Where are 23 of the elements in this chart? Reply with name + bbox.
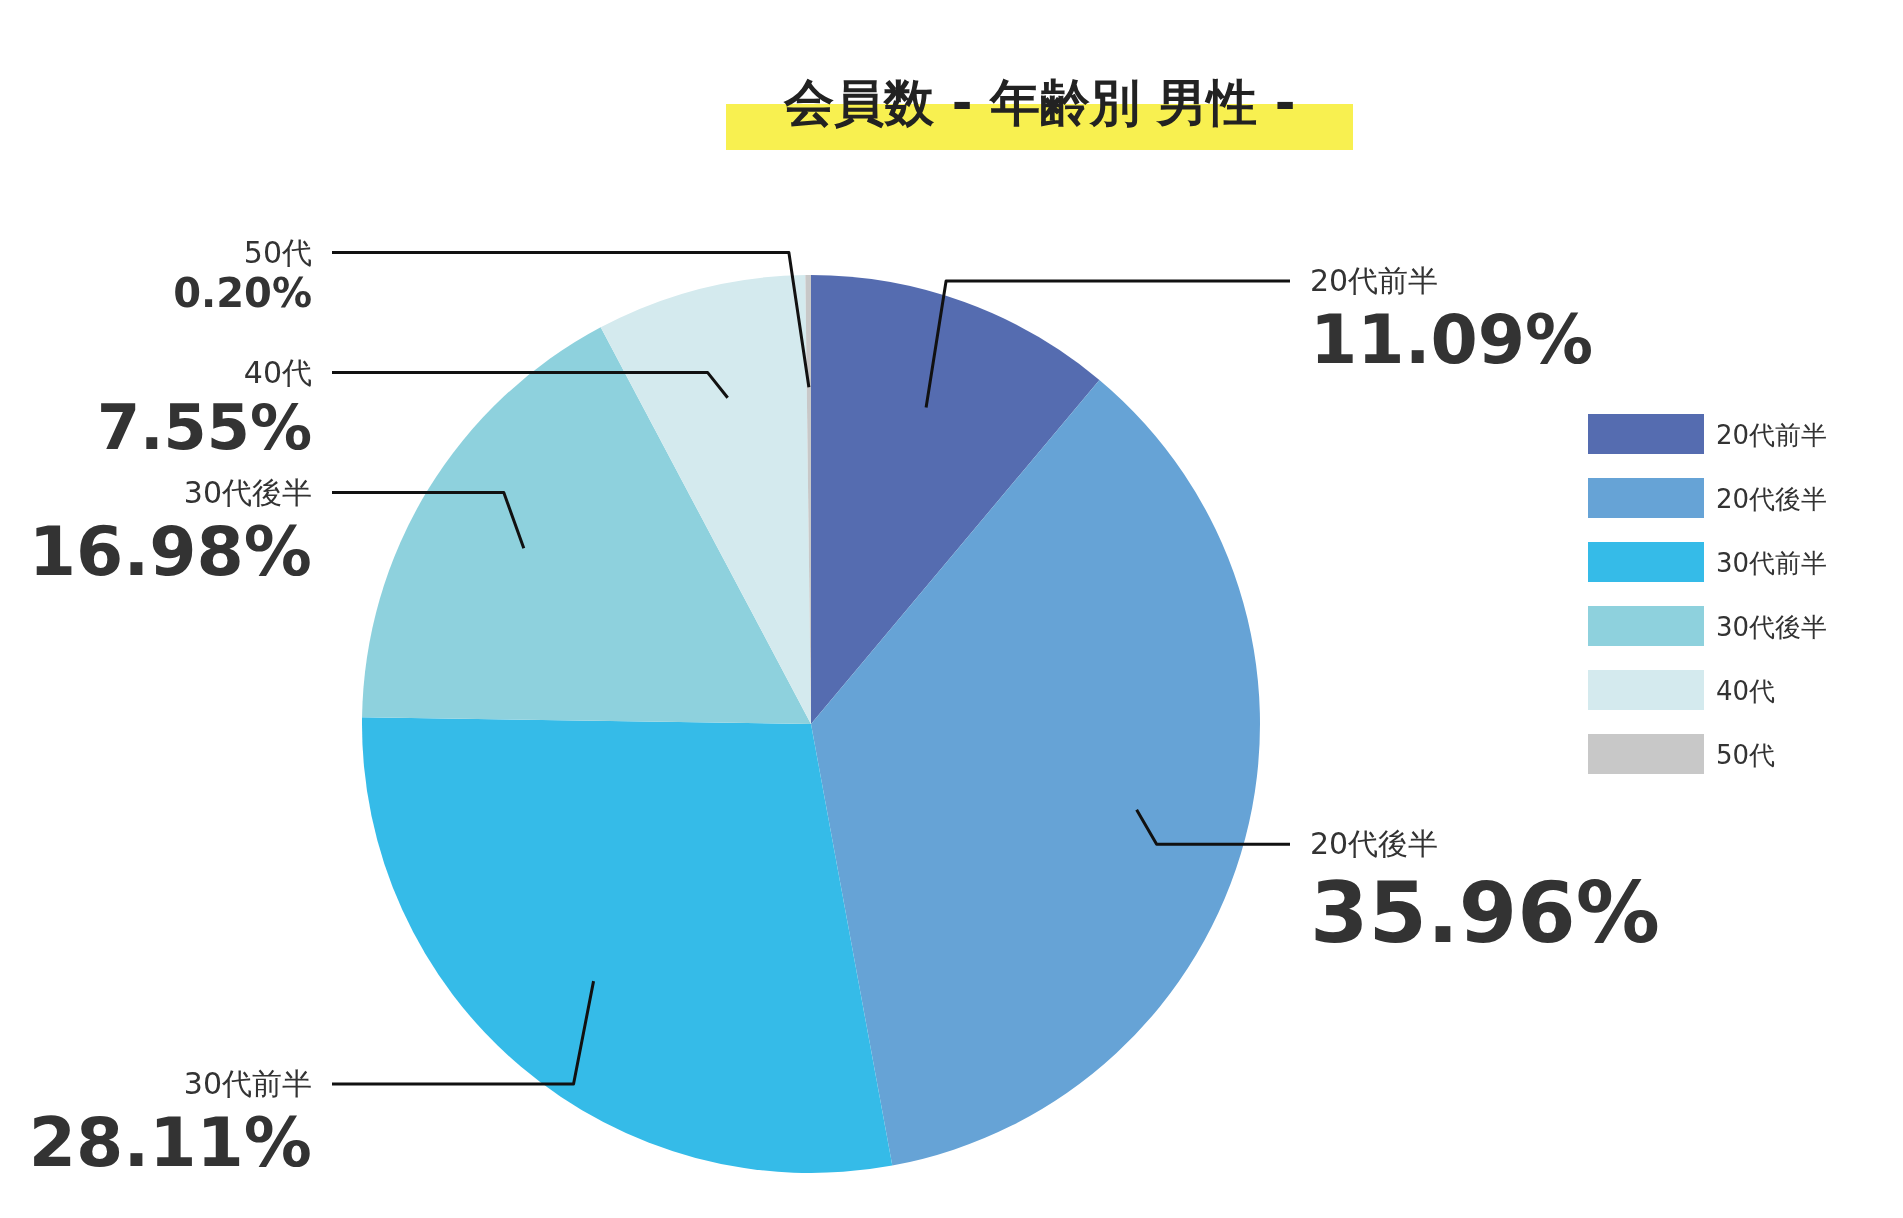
- legend-label: 30代後半: [1716, 612, 1828, 642]
- slice-label: 40代: [243, 354, 312, 390]
- pie-slice: [362, 327, 811, 724]
- data-label: 35.96%: [1310, 864, 1660, 963]
- legend-label: 20代前半: [1716, 420, 1828, 450]
- pie-slice: [811, 379, 1260, 1166]
- pie-slice: [362, 717, 893, 1173]
- legend-label: 30代前半: [1716, 548, 1828, 578]
- slice-label: 20代前半: [1310, 262, 1439, 298]
- slice-label: 30代後半: [183, 474, 312, 510]
- legend-label: 40代: [1716, 676, 1776, 706]
- slice-label: 20代後半: [1310, 826, 1439, 862]
- pie-slice: [811, 275, 1100, 724]
- data-label: 16.98%: [28, 511, 312, 591]
- data-label: 11.09%: [1310, 299, 1594, 379]
- data-label: 28.11%: [28, 1102, 312, 1182]
- slice-label: 50代: [243, 234, 312, 270]
- data-label: 0.20%: [173, 269, 312, 316]
- slice-label: 30代前半: [183, 1065, 312, 1101]
- legend-label: 20代後半: [1716, 484, 1828, 514]
- pie-slice: [600, 275, 811, 724]
- legend-label: 50代: [1716, 740, 1776, 770]
- data-label: 7.55%: [96, 390, 312, 464]
